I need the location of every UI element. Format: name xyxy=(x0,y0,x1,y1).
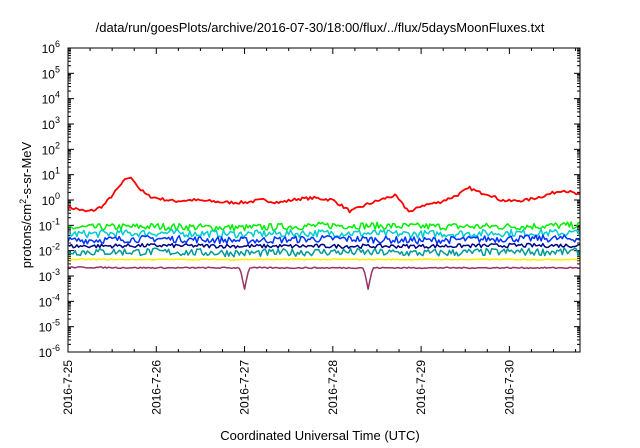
series-line-5 xyxy=(67,242,581,249)
series-line-7 xyxy=(67,258,581,261)
y-tick-label: 10-6 xyxy=(39,343,60,360)
y-tick-label: 101 xyxy=(42,166,60,183)
x-tick-label: 2016-7-25 xyxy=(61,360,75,415)
plot-frame xyxy=(67,47,581,353)
y-tick-label: 103 xyxy=(42,115,60,132)
y-tick-label: 105 xyxy=(42,64,60,81)
series-line-3 xyxy=(67,228,581,239)
series-line-4 xyxy=(67,234,581,245)
series-line-2 xyxy=(67,221,581,232)
x-axis-label: Coordinated Universal Time (UTC) xyxy=(220,428,420,443)
series-line-6 xyxy=(67,247,581,258)
y-tick-label: 102 xyxy=(42,140,60,157)
series-line-1 xyxy=(67,176,581,214)
x-tick-label: 2016-7-27 xyxy=(238,360,252,415)
y-tick-label: 100 xyxy=(42,191,60,208)
x-tick-label: 2016-7-29 xyxy=(414,360,428,415)
y-tick-label: 104 xyxy=(42,90,60,107)
y-tick-label: 10-2 xyxy=(39,242,60,259)
y-tick-label: 10-4 xyxy=(39,292,60,309)
y-tick-label: 106 xyxy=(42,39,60,56)
x-tick-label: 2016-7-30 xyxy=(502,360,516,415)
x-tick-label: 2016-7-28 xyxy=(326,360,340,415)
chart-title: /data/run/goesPlots/archive/2016-07-30/1… xyxy=(95,20,545,35)
y-tick-label: 10-1 xyxy=(39,216,60,233)
series-line-8 xyxy=(67,266,581,290)
y-tick-label: 10-5 xyxy=(39,318,60,335)
y-tick-label: 10-3 xyxy=(39,267,60,284)
x-tick-label: 2016-7-26 xyxy=(149,360,163,415)
